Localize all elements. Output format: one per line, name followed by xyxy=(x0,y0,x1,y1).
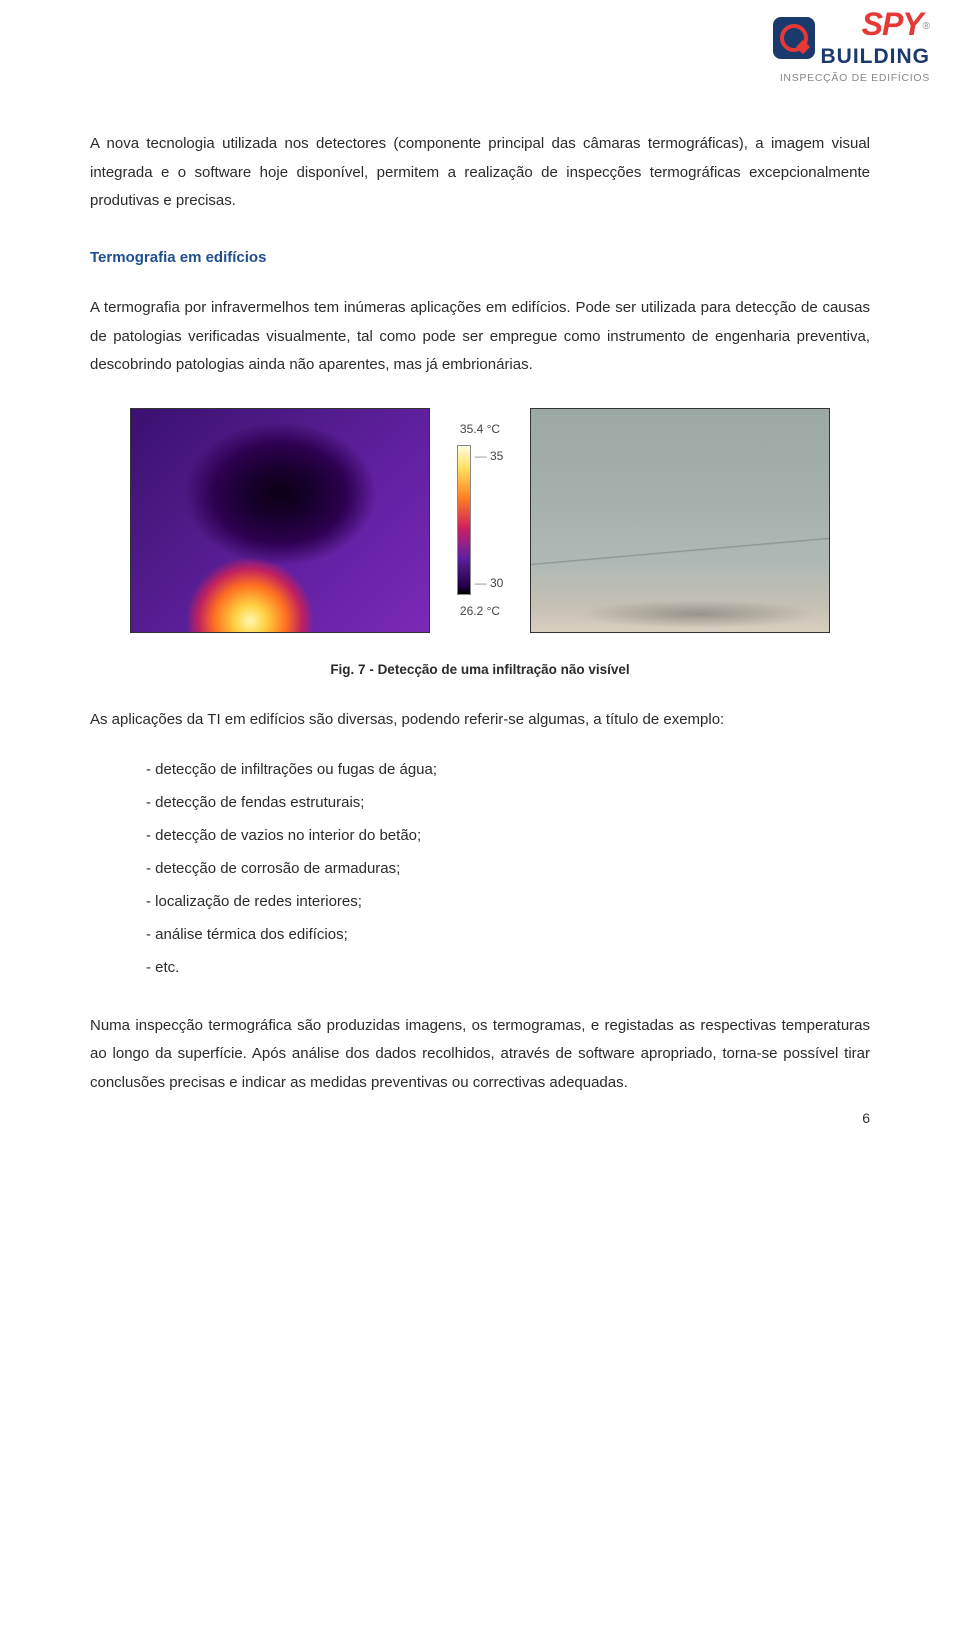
logo-brand-bottom: BUILDING xyxy=(821,46,931,67)
colorbar-tick: 35 xyxy=(475,445,504,468)
logo-brand-top: SPY xyxy=(862,6,923,42)
list-item: - análise térmica dos edifícios; xyxy=(146,918,870,951)
paragraph-conclusion: Numa inspecção termográfica são produzid… xyxy=(90,1012,870,1098)
section-heading: Termografia em edifícios xyxy=(90,244,870,273)
document-body: A nova tecnologia utilizada nos detector… xyxy=(90,130,870,1097)
paragraph-intro: A nova tecnologia utilizada nos detector… xyxy=(90,130,870,216)
paragraph-apps-intro: As aplicações da TI em edifícios são div… xyxy=(90,706,870,735)
colorbar-gradient xyxy=(457,445,471,595)
colorbar-ticks: 35 30 xyxy=(475,445,504,595)
colorbar-bottom-label: 26.2 °C xyxy=(460,600,500,623)
figure-colorbar: 35.4 °C 35 30 26.2 °C xyxy=(444,408,516,633)
logo-mark-icon xyxy=(773,17,815,59)
thermal-image xyxy=(130,408,430,633)
colorbar-top-label: 35.4 °C xyxy=(460,418,500,441)
logo-registered: ® xyxy=(923,21,930,32)
logo-tagline: INSPECÇÃO DE EDIFÍCIOS xyxy=(773,69,931,89)
visible-light-image xyxy=(530,408,830,633)
list-item: - detecção de corrosão de armaduras; xyxy=(146,852,870,885)
list-item: - etc. xyxy=(146,951,870,984)
paragraph-body: A termografia por infravermelhos tem inú… xyxy=(90,294,870,380)
list-item: - detecção de vazios no interior do betã… xyxy=(146,819,870,852)
list-item: - localização de redes interiores; xyxy=(146,885,870,918)
brand-logo: SPY® BUILDING INSPECÇÃO DE EDIFÍCIOS xyxy=(773,10,931,88)
page-number: 6 xyxy=(862,1105,870,1132)
list-item: - detecção de fendas estruturais; xyxy=(146,786,870,819)
list-item: - detecção de infiltrações ou fugas de á… xyxy=(146,753,870,786)
colorbar-tick: 30 xyxy=(475,572,504,595)
figure-7: 35.4 °C 35 30 26.2 °C xyxy=(90,408,870,633)
figure-caption: Fig. 7 - Detecção de uma infiltração não… xyxy=(90,657,870,683)
examples-list: - detecção de infiltrações ou fugas de á… xyxy=(146,753,870,984)
